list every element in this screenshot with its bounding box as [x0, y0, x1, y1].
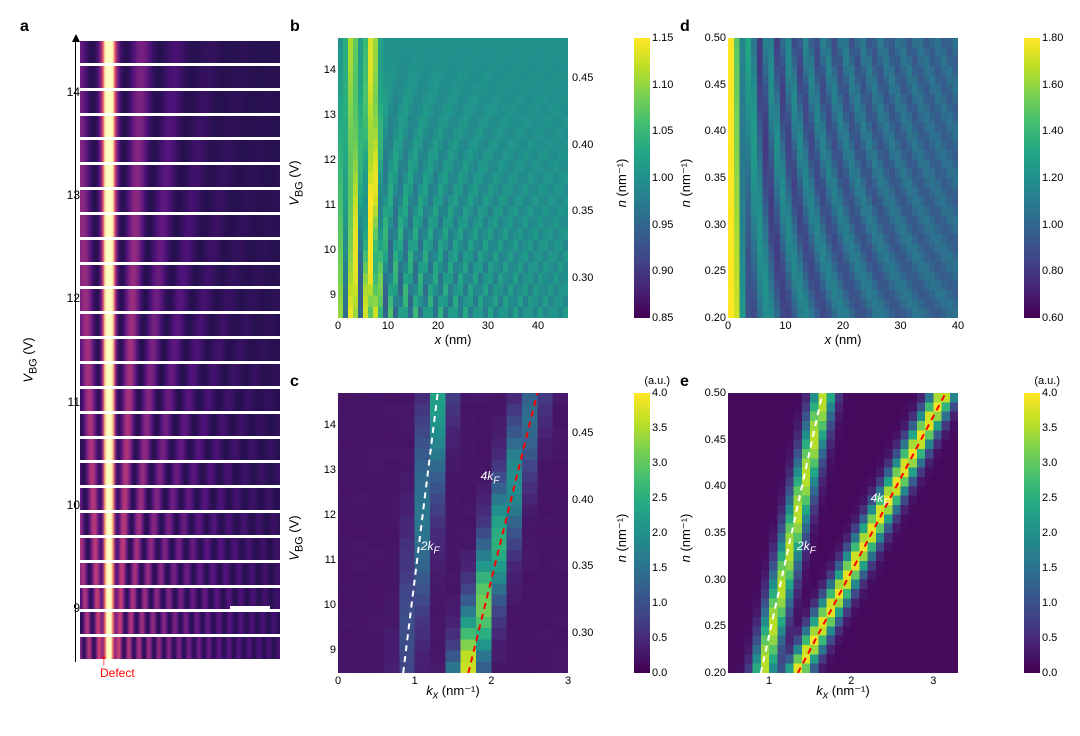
- x-axis-label: x (nm): [338, 332, 568, 347]
- panel-c-label: c: [290, 373, 299, 391]
- colorbar: [1024, 393, 1040, 673]
- colorbar-label: (a.u.): [1034, 375, 1060, 387]
- panel-a-row: [80, 264, 280, 288]
- y-axis-right-label: n (nm⁻¹): [614, 158, 630, 207]
- colorbar-label: (a.u.): [644, 375, 670, 387]
- colorbar: [634, 38, 650, 318]
- panel-a-row: [80, 462, 280, 486]
- panel-a-row: [80, 363, 280, 387]
- panel-a-row: [80, 40, 280, 64]
- panel-a-image-stack: [80, 40, 280, 660]
- panel-a-row: [80, 288, 280, 312]
- panel-a-row: [80, 239, 280, 263]
- y-axis-left-label: n (nm⁻¹): [678, 513, 694, 562]
- panel-a-row: [80, 512, 280, 536]
- panel-a-label: a: [20, 18, 29, 36]
- panel-d: d x (nm)010203040n (nm⁻¹)0.200.250.300.3…: [680, 20, 1060, 345]
- panel-a-scalebar: [230, 606, 270, 610]
- panel-a-row: [80, 438, 280, 462]
- x-axis-label: x (nm): [728, 332, 958, 347]
- panel-a-row: [80, 487, 280, 511]
- panel-a-row: [80, 611, 280, 635]
- plot-area: 2kF4kF: [728, 393, 958, 673]
- panel-c: c 2kF4kFkx (nm⁻¹)0123VBG (V)91011121314n…: [290, 375, 670, 700]
- column-de: d x (nm)010203040n (nm⁻¹)0.200.250.300.3…: [680, 20, 1060, 700]
- panel-a-row: [80, 338, 280, 362]
- panel-b: b x (nm)010203040VBG (V)91011121314n (nm…: [290, 20, 670, 345]
- panel-a-row: [80, 313, 280, 337]
- plot-area: [728, 38, 958, 318]
- plot-area: [338, 38, 568, 318]
- colorbar: [1024, 38, 1040, 318]
- colorbar: [634, 393, 650, 673]
- y-axis-left-label: n (nm⁻¹): [678, 158, 694, 207]
- column-bc: b x (nm)010203040VBG (V)91011121314n (nm…: [290, 20, 670, 700]
- plot-area: 2kF4kF: [338, 393, 568, 673]
- panel-a-row: [80, 115, 280, 139]
- panel-a-row: [80, 413, 280, 437]
- panel-a-row: [80, 164, 280, 188]
- y-axis-left-label: VBG (V): [287, 160, 306, 205]
- y-axis-left-label: VBG (V): [287, 515, 306, 560]
- panel-a-row: [80, 562, 280, 586]
- panel-b-label: b: [290, 18, 300, 36]
- up-arrow-icon: ↑: [100, 656, 135, 666]
- y-axis-right-label: n (nm⁻¹): [614, 513, 630, 562]
- panel-a-row: [80, 214, 280, 238]
- figure: a VBG (V) 91011121314 ↑ Defect b x (nm)0…: [20, 20, 1060, 700]
- panel-a-y-ticks: 91011121314: [52, 40, 80, 660]
- panel-d-label: d: [680, 18, 690, 36]
- panel-a-defect-label: ↑ Defect: [100, 656, 135, 680]
- panel-a-row: [80, 537, 280, 561]
- panel-e: e 2kF4kFkx (nm⁻¹)123n (nm⁻¹)0.200.250.30…: [680, 375, 1060, 700]
- panel-a-row: [80, 189, 280, 213]
- panel-a-row: [80, 90, 280, 114]
- panel-a-row: [80, 139, 280, 163]
- panel-a-y-label: VBG (V): [21, 337, 40, 382]
- panel-a-row: [80, 65, 280, 89]
- panel-a-row: [80, 388, 280, 412]
- panel-a: a VBG (V) 91011121314 ↑ Defect: [20, 20, 280, 700]
- panel-e-label: e: [680, 373, 689, 391]
